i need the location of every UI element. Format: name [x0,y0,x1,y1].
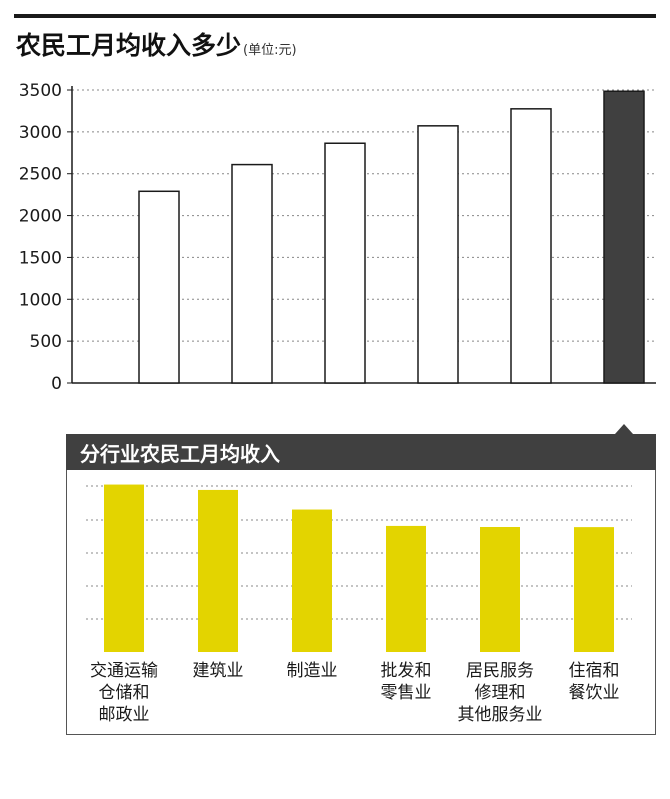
year-bar [138,190,180,384]
industry-category-label: 仓储和 [99,683,150,703]
industry-panel-header: 分行业农民工月均收入 [66,434,656,470]
year-bar [417,125,459,384]
top-rule [14,14,656,18]
industry-bar [574,527,614,652]
industry-category-label: 住宿和 [569,661,620,681]
y-tick-label: 1000 [19,290,62,310]
industry-bar [480,526,520,652]
industry-category-label: 居民服务 [466,661,534,681]
industry-category-label: 零售业 [381,683,432,703]
y-tick-label: 0 [51,374,62,394]
industry-category-label: 修理和 [475,683,526,703]
year-bar [231,163,273,384]
industry-bar [104,484,144,652]
year-bar [510,108,552,384]
industry-category-label: 交通运输 [90,661,158,681]
industry-category-label: 餐饮业 [569,683,620,703]
industry-bar [386,525,426,652]
y-tick-label: 1500 [19,248,62,268]
industry-panel-title: 分行业农民工月均收入 [80,442,280,466]
panel-pointer [615,424,633,434]
title-block: 农民工月均收入多少 (单位:元) [16,26,297,62]
chart-title: 农民工月均收入多少 [16,31,242,60]
industry-bar [292,509,332,652]
industry-bar [198,489,238,652]
industry-panel [66,470,656,735]
industry-category-label: 邮政业 [99,705,150,725]
y-tick-label: 3500 [19,81,62,101]
industry-category-label: 建筑业 [193,661,244,681]
y-tick-label: 500 [30,332,62,352]
industry-category-label: 批发和 [381,661,432,681]
industry-category-label: 其他服务业 [458,705,543,725]
y-tick-label: 2000 [19,207,62,227]
year-bar [324,142,366,384]
y-tick-label: 2500 [19,165,62,185]
year-bar [603,90,645,384]
unit-label: (单位:元) [243,43,297,58]
industry-category-label: 制造业 [287,661,338,681]
y-tick-label: 3000 [19,123,62,143]
